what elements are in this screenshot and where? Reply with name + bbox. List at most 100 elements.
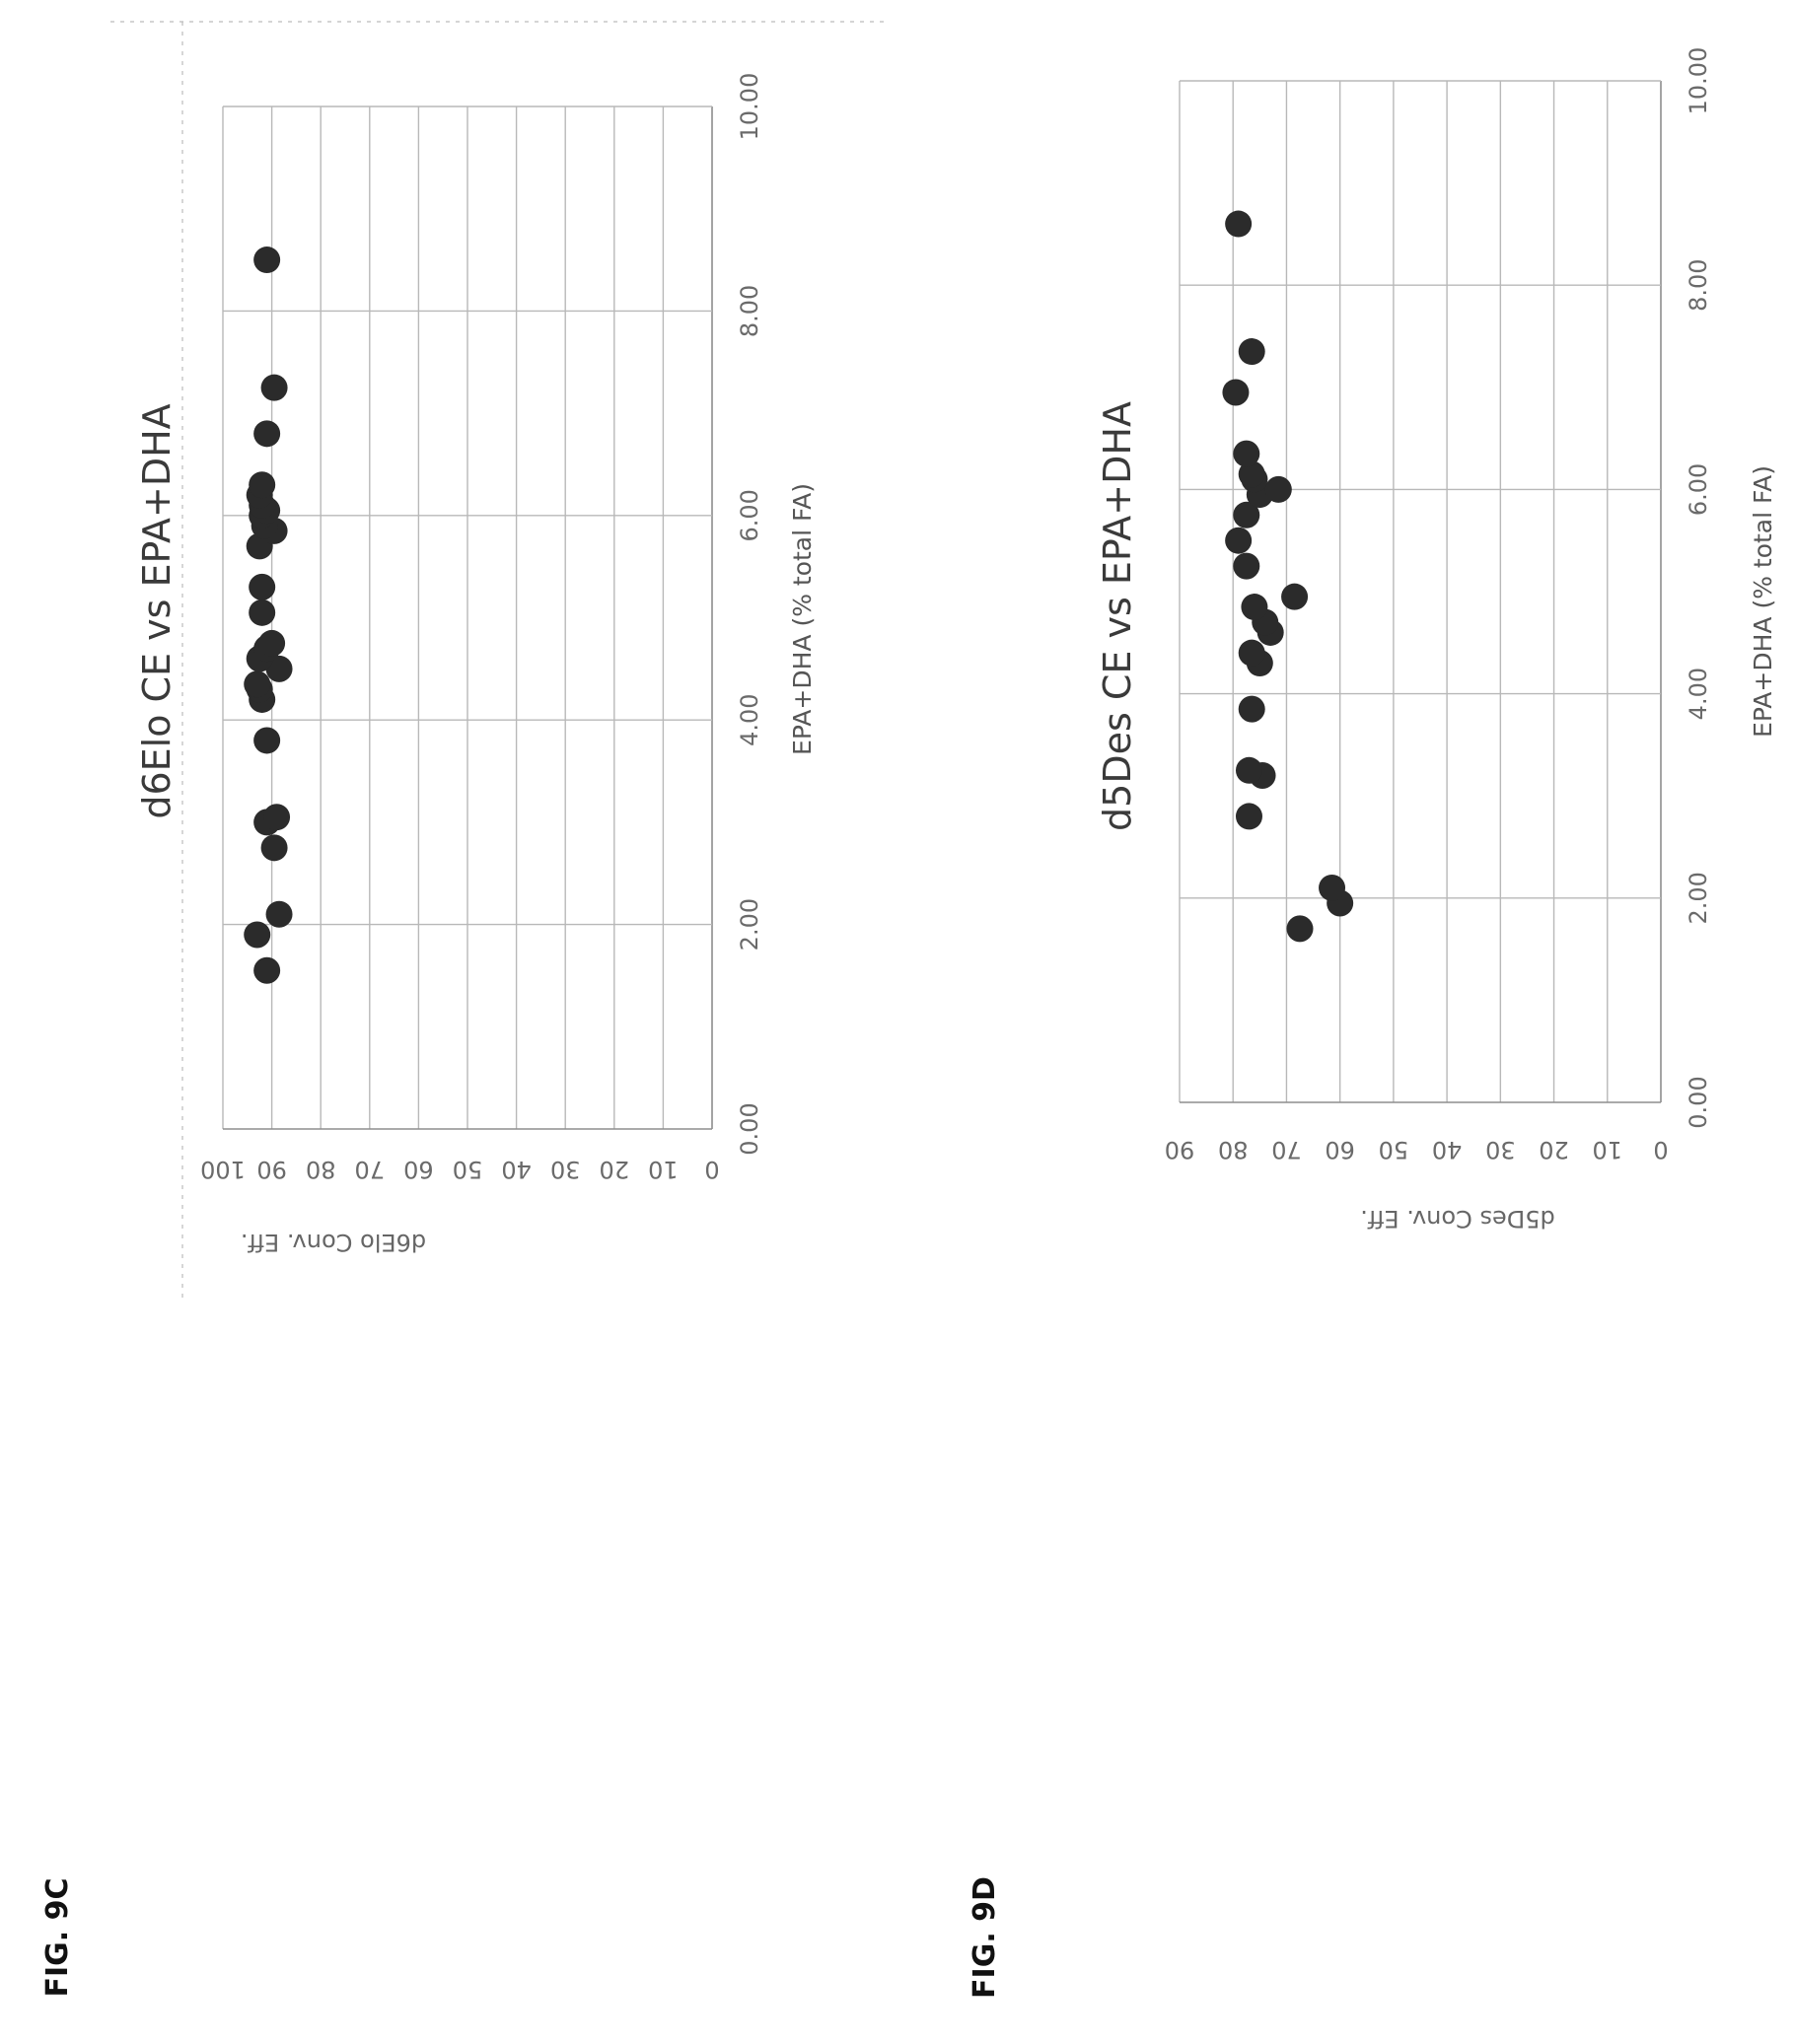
fig-9d-label-anchor: FIG. 9D	[968, 1876, 1002, 1999]
y-tick-label: 90	[256, 1156, 287, 1183]
y-tick-label: 70	[1271, 1136, 1302, 1163]
y-tick-label: 60	[1325, 1136, 1355, 1163]
data-point	[1233, 440, 1260, 467]
data-point	[260, 834, 288, 862]
data-point	[1241, 594, 1268, 621]
data-point	[244, 921, 271, 949]
x-tick-anchor: 6.00	[1685, 463, 1712, 516]
y-tick-anchor: 10	[1593, 1136, 1623, 1163]
x-tick-label: 0.00	[1685, 1076, 1712, 1128]
data-point	[1238, 695, 1265, 723]
y-tick-label: 50	[453, 1156, 483, 1183]
y-tick-label: 0	[1653, 1136, 1668, 1163]
x-tick-label: 8.00	[736, 285, 763, 337]
x-tick-anchor: 4.00	[736, 693, 763, 745]
data-point	[258, 629, 286, 657]
x-tick-anchor: 8.00	[1685, 258, 1712, 311]
chart-title: d6Elo CE vs EPA+DHA	[135, 403, 179, 818]
xlabel-anchor: EPA+DHA (% total FA)	[1749, 465, 1777, 738]
data-point	[1264, 475, 1292, 503]
y-tick-label: 20	[600, 1156, 630, 1183]
x-tick-label: 6.00	[736, 489, 763, 541]
y-tick-label: 60	[403, 1156, 434, 1183]
y-tick-label: 100	[200, 1156, 246, 1183]
y-tick-anchor: 20	[1539, 1136, 1569, 1163]
y-tick-label: 70	[355, 1156, 386, 1183]
y-tick-anchor: 30	[1485, 1136, 1516, 1163]
data-point	[1222, 379, 1250, 406]
y-tick-anchor: 70	[1271, 1136, 1302, 1163]
title-anchor: d6Elo CE vs EPA+DHA	[135, 403, 179, 818]
x-axis-label: EPA+DHA (% total FA)	[1749, 465, 1777, 738]
ylabel-anchor: d5Des Conv. Eff.	[1360, 1205, 1554, 1233]
data-point	[1233, 501, 1260, 529]
y-tick-anchor: 40	[501, 1156, 532, 1183]
y-tick-anchor: 90	[1165, 1136, 1195, 1163]
y-tick-anchor: 80	[1218, 1136, 1249, 1163]
y-tick-anchor: 50	[1379, 1136, 1409, 1163]
data-point	[265, 900, 293, 928]
x-tick-label: 6.00	[1685, 463, 1712, 516]
y-tick-label: 40	[1432, 1136, 1463, 1163]
data-point	[265, 655, 293, 682]
x-tick-anchor: 0.00	[1685, 1076, 1712, 1128]
y-tick-label: 40	[501, 1156, 532, 1183]
data-point	[263, 804, 291, 831]
data-point	[1238, 460, 1265, 488]
data-point	[253, 727, 281, 754]
ylabel-anchor: d6Elo Conv. Eff.	[241, 1229, 426, 1256]
x-tick-label: 0.00	[736, 1102, 763, 1155]
y-tick-anchor: 100	[200, 1156, 246, 1183]
data-point	[1238, 639, 1265, 667]
x-tick-anchor: 8.00	[736, 285, 763, 337]
y-tick-anchor: 20	[600, 1156, 630, 1183]
y-tick-label: 50	[1379, 1136, 1409, 1163]
data-points	[244, 247, 293, 984]
y-tick-anchor: 30	[550, 1156, 581, 1183]
x-tick-anchor: 0.00	[736, 1102, 763, 1155]
title-anchor: d5Des CE vs EPA+DHA	[1096, 401, 1139, 831]
data-points	[1222, 210, 1354, 943]
data-point	[1225, 527, 1253, 554]
data-point	[1238, 338, 1265, 366]
y-tick-anchor: 0	[1653, 1136, 1668, 1163]
x-tick-label: 10.00	[1685, 47, 1712, 115]
x-tick-anchor: 6.00	[736, 489, 763, 541]
y-tick-label: 30	[1485, 1136, 1516, 1163]
y-tick-anchor: 60	[1325, 1136, 1355, 1163]
data-point	[249, 573, 276, 600]
xlabel-anchor: EPA+DHA (% total FA)	[788, 483, 817, 755]
y-tick-anchor: 60	[403, 1156, 434, 1183]
data-point	[1233, 552, 1260, 580]
y-tick-label: 20	[1539, 1136, 1569, 1163]
y-tick-anchor: 10	[648, 1156, 679, 1183]
y-tick-label: 10	[648, 1156, 679, 1183]
plot-area	[1179, 80, 1662, 1103]
y-axis-label: d5Des Conv. Eff.	[1360, 1205, 1554, 1233]
data-point	[253, 956, 281, 984]
fig-9c-label-anchor: FIG. 9C	[40, 1877, 75, 1997]
x-axis-label: EPA+DHA (% total FA)	[788, 483, 817, 755]
y-tick-label: 0	[704, 1156, 719, 1183]
x-tick-label: 2.00	[736, 898, 763, 951]
x-tick-label: 4.00	[736, 693, 763, 745]
scatter-chart-9c: d6Elo CE vs EPA+DHA EPA+DHA (% total FA)…	[135, 73, 817, 1256]
data-point	[1235, 803, 1262, 830]
x-tick-label: 8.00	[1685, 258, 1712, 311]
scatter-chart-9d: d5Des CE vs EPA+DHA EPA+DHA (% total FA)…	[1096, 47, 1777, 1233]
data-point	[249, 471, 276, 499]
x-tick-anchor: 2.00	[1685, 872, 1712, 924]
data-point	[253, 420, 281, 448]
y-tick-anchor: 90	[256, 1156, 287, 1183]
data-point	[1286, 915, 1314, 943]
y-axis-label: d6Elo Conv. Eff.	[241, 1229, 426, 1256]
data-point	[253, 247, 281, 274]
x-tick-label: 4.00	[1685, 668, 1712, 720]
x-tick-label: 10.00	[736, 73, 763, 141]
x-tick-anchor: 10.00	[736, 73, 763, 141]
x-tick-label: 2.00	[1685, 872, 1712, 924]
figure-label-9d: FIG. 9D	[968, 1876, 1002, 1999]
data-point	[249, 599, 276, 626]
data-point	[260, 374, 288, 401]
